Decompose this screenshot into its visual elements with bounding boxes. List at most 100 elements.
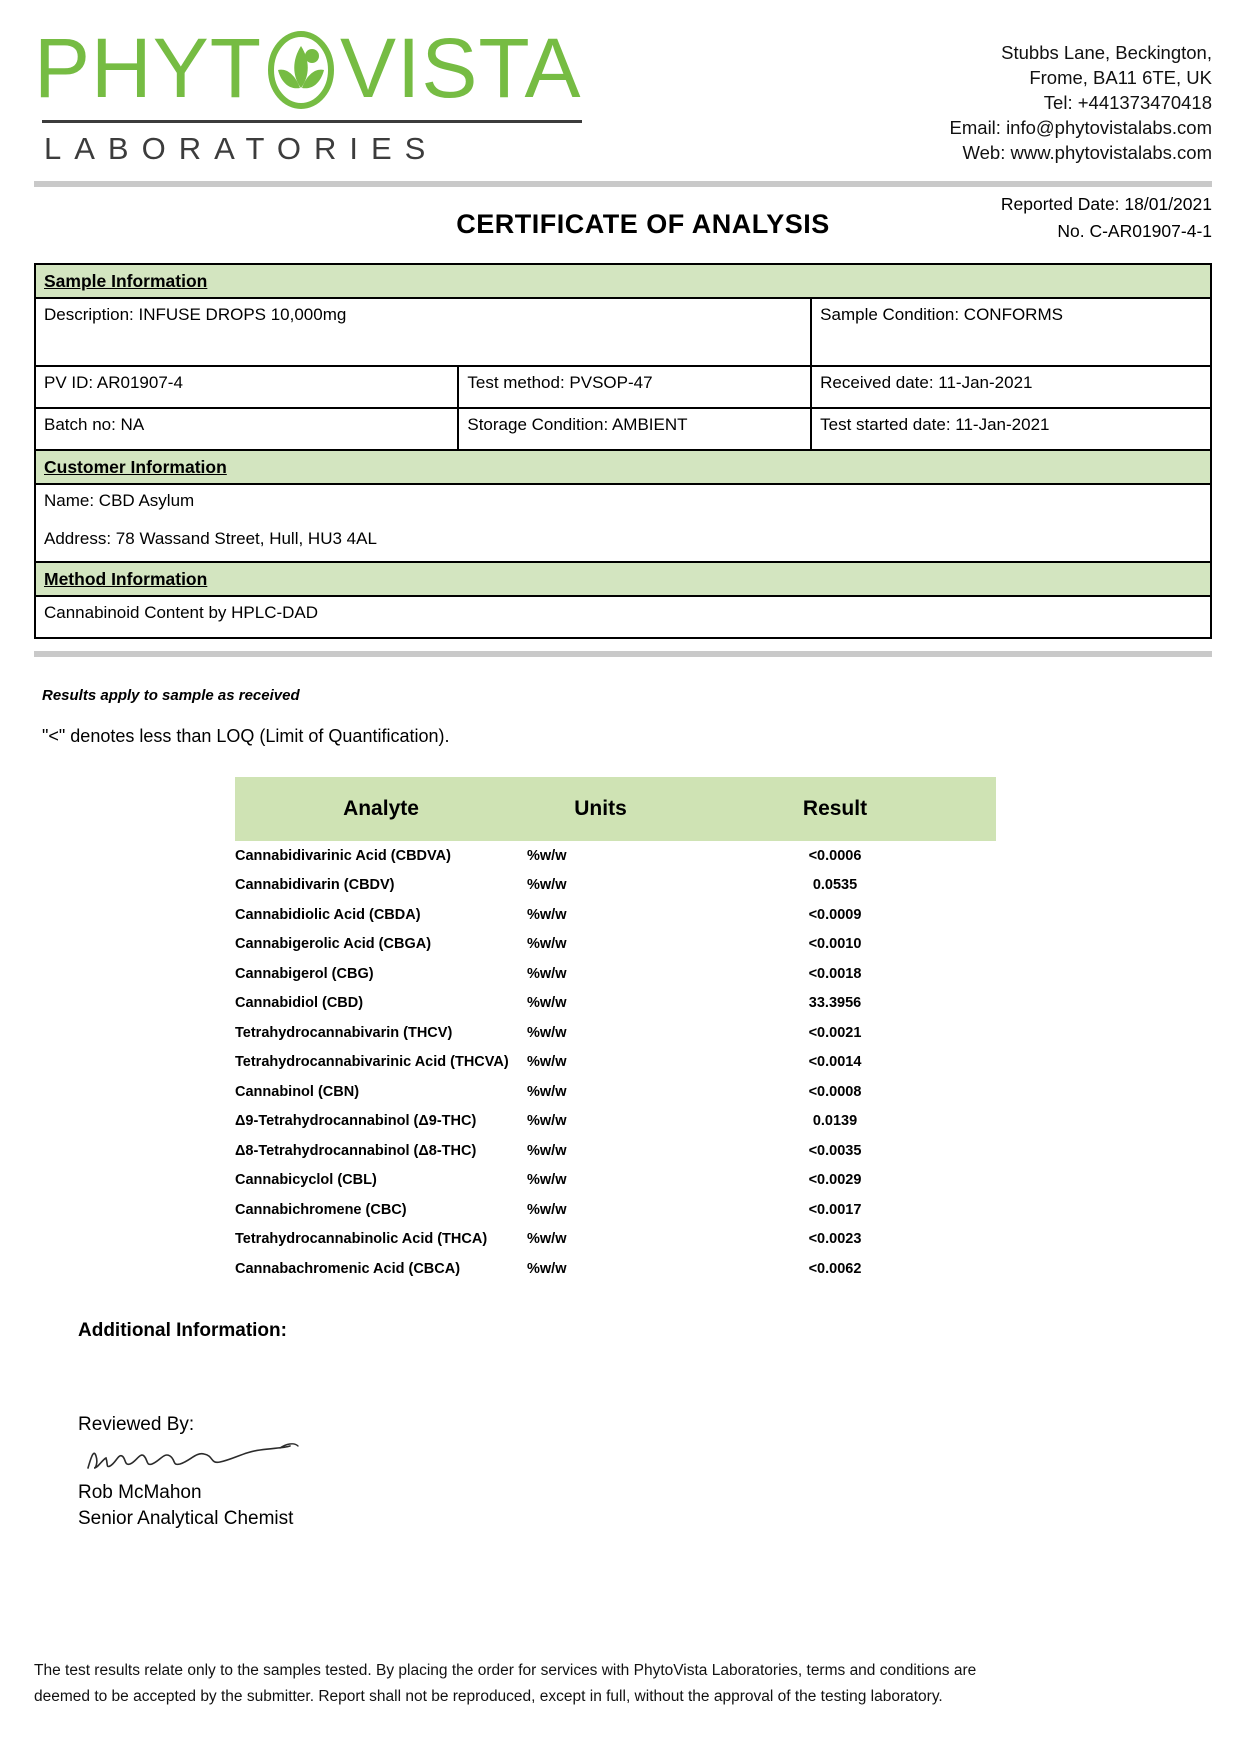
contact-website: Web: www.phytovistalabs.com bbox=[962, 142, 1212, 163]
table-row: Tetrahydrocannabivarin (THCV) %w/w <0.0021 bbox=[235, 1018, 996, 1048]
table-row: Cannabidiol (CBD) %w/w 33.3956 bbox=[235, 989, 996, 1019]
results-table: Analyte Units Result Cannabidivarinic Ac… bbox=[235, 777, 996, 1284]
result-analyte: Tetrahydrocannabinolic Acid (THCA) bbox=[235, 1231, 488, 1248]
result-analyte: Tetrahydrocannabivarinic Acid (THCVA) bbox=[235, 1054, 509, 1071]
column-header-result: Result bbox=[674, 777, 996, 841]
result-analyte: Cannabinol (CBN) bbox=[235, 1083, 360, 1100]
results-header-row: Analyte Units Result bbox=[235, 777, 996, 841]
result-units: %w/w bbox=[527, 1142, 567, 1159]
result-units: %w/w bbox=[527, 1054, 567, 1071]
result-value: <0.0010 bbox=[808, 936, 862, 953]
signatory-name: Rob McMahon bbox=[78, 1481, 202, 1503]
result-value: <0.0006 bbox=[808, 847, 862, 864]
table-row: Cannabidivarinic Acid (CBDVA) %w/w <0.0006 bbox=[235, 841, 996, 871]
customer-address: Address: 78 Wassand Street, Hull, HU3 4A… bbox=[34, 523, 1212, 563]
result-value: <0.0035 bbox=[808, 1142, 862, 1159]
table-row: Tetrahydrocannabivarinic Acid (THCVA) %w/… bbox=[235, 1048, 996, 1078]
table-row: Cannabigerolic Acid (CBGA) %w/w <0.0010 bbox=[235, 930, 996, 960]
customer-information-band: Customer Information bbox=[34, 449, 1212, 485]
customer-information-band-label: Customer Information bbox=[44, 457, 227, 477]
brand-wordmark: PHYT VISTA bbox=[34, 22, 654, 114]
contact-address-line2: Frome, BA11 6TE, UK bbox=[1029, 67, 1212, 88]
table-row: Δ9-Tetrahydrocannabinol (Δ9-THC) %w/w 0.01… bbox=[235, 1107, 996, 1137]
method-description: Cannabinoid Content by HPLC-DAD bbox=[34, 595, 1212, 639]
result-units: %w/w bbox=[527, 1024, 567, 1041]
table-row: Name: CBD Asylum bbox=[34, 483, 1212, 523]
batch-no: Batch no: NA bbox=[33, 407, 460, 451]
signatory-role: Senior Analytical Chemist bbox=[78, 1507, 294, 1529]
results-table-body: Cannabidivarinic Acid (CBDVA) %w/w <0.0006… bbox=[235, 841, 996, 1284]
result-analyte: Cannabidivarin (CBDV) bbox=[235, 877, 395, 894]
brand-name-part1: PHYT bbox=[34, 21, 263, 115]
table-row: PV ID: AR01907-4 Test method: PVSOP-47 R… bbox=[33, 365, 1212, 409]
result-value: 33.3956 bbox=[808, 995, 862, 1012]
table-row: Cannabachromenic Acid (CBCA) %w/w <0.0062 bbox=[235, 1254, 996, 1284]
information-tables: Sample Information Description: INFUSE D… bbox=[33, 263, 1212, 639]
table-row: Tetrahydrocannabinolic Acid (THCA) %w/w <0… bbox=[235, 1225, 996, 1255]
table-row: Cannabinol (CBN) %w/w <0.0008 bbox=[235, 1077, 996, 1107]
table-row: Cannabicyclol (CBL) %w/w <0.0029 bbox=[235, 1166, 996, 1196]
reviewed-by-label: Reviewed By: bbox=[78, 1413, 195, 1435]
results-table-wrapper: Analyte Units Result Cannabidivarinic Ac… bbox=[0, 777, 1240, 1284]
table-row: Sample Information bbox=[34, 263, 1212, 299]
result-analyte: Cannabachromenic Acid (CBCA) bbox=[235, 1260, 461, 1277]
result-value: <0.0017 bbox=[808, 1201, 862, 1218]
result-value: <0.0023 bbox=[808, 1231, 862, 1248]
table-row: Cannabinoid Content by HPLC-DAD bbox=[34, 595, 1212, 639]
leaf-in-circle-icon bbox=[262, 26, 340, 110]
storage-condition: Storage Condition: AMBIENT bbox=[457, 407, 813, 451]
result-value: 0.0139 bbox=[812, 1113, 858, 1130]
table-row: Batch no: NA Storage Condition: AMBIENT … bbox=[33, 407, 1212, 451]
table-row: Method Information bbox=[34, 561, 1212, 597]
sample-information-band: Sample Information bbox=[34, 263, 1212, 299]
handwritten-signature bbox=[84, 1438, 314, 1480]
header-divider bbox=[34, 181, 1212, 187]
footer-line1: The test results relate only to the samp… bbox=[34, 1662, 977, 1679]
result-value: <0.0009 bbox=[808, 906, 862, 923]
column-header-units: Units bbox=[527, 777, 674, 841]
sample-information-band-label: Sample Information bbox=[44, 271, 208, 291]
result-units: %w/w bbox=[527, 1201, 567, 1218]
signature-block: Reviewed By: Rob McMahon Senior Analytic… bbox=[78, 1414, 1240, 1532]
notes-block: Results apply to sample as received "<" … bbox=[42, 687, 1212, 747]
footer-line2: deemed to be accepted by the submitter. … bbox=[34, 1688, 943, 1705]
result-analyte: Δ9-Tetrahydrocannabinol (Δ9-THC) bbox=[235, 1113, 477, 1130]
sample-description: Description: INFUSE DROPS 10,000mg bbox=[33, 297, 813, 367]
section-divider bbox=[34, 651, 1212, 657]
result-units: %w/w bbox=[527, 877, 567, 894]
table-row: Cannabidivarin (CBDV) %w/w 0.0535 bbox=[235, 871, 996, 901]
result-analyte: Cannabigerolic Acid (CBGA) bbox=[235, 936, 432, 953]
received-date: Received date: 11-Jan-2021 bbox=[810, 365, 1212, 409]
table-row: Δ8-Tetrahydrocannabinol (Δ8-THC) %w/w <0.0… bbox=[235, 1136, 996, 1166]
result-units: %w/w bbox=[527, 1231, 567, 1248]
result-units: %w/w bbox=[527, 1172, 567, 1189]
table-row: Address: 78 Wassand Street, Hull, HU3 4A… bbox=[34, 523, 1212, 563]
result-analyte: Cannabidiolic Acid (CBDA) bbox=[235, 906, 421, 923]
result-analyte: Tetrahydrocannabivarin (THCV) bbox=[235, 1024, 453, 1041]
result-value: 0.0535 bbox=[812, 877, 858, 894]
brand-divider bbox=[42, 120, 582, 123]
contact-address-line1: Stubbs Lane, Beckington, bbox=[1001, 42, 1212, 63]
result-value: <0.0062 bbox=[808, 1260, 862, 1277]
test-method: Test method: PVSOP-47 bbox=[457, 365, 813, 409]
result-analyte: Cannabidivarinic Acid (CBDVA) bbox=[235, 847, 451, 864]
test-started-date: Test started date: 11-Jan-2021 bbox=[810, 407, 1212, 451]
report-meta: Reported Date: 18/01/2021 No. C-AR01907-… bbox=[1001, 191, 1212, 245]
result-units: %w/w bbox=[527, 1260, 567, 1277]
result-units: %w/w bbox=[527, 1083, 567, 1100]
results-apply-note: Results apply to sample as received bbox=[42, 687, 300, 704]
customer-name: Name: CBD Asylum bbox=[34, 483, 1212, 523]
result-units: %w/w bbox=[527, 965, 567, 982]
result-analyte: Δ8-Tetrahydrocannabinol (Δ8-THC) bbox=[235, 1142, 477, 1159]
title-row: CERTIFICATE OF ANALYSIS Reported Date: 1… bbox=[34, 187, 1212, 257]
result-units: %w/w bbox=[527, 1113, 567, 1130]
table-row: Cannabidiolic Acid (CBDA) %w/w <0.0009 bbox=[235, 900, 996, 930]
result-units: %w/w bbox=[527, 906, 567, 923]
result-analyte: Cannabicyclol (CBL) bbox=[235, 1172, 377, 1189]
pv-id: PV ID: AR01907-4 bbox=[33, 365, 460, 409]
additional-information-label: Additional Information: bbox=[78, 1319, 287, 1341]
loq-note: "<" denotes less than LOQ (Limit of Quan… bbox=[42, 726, 450, 746]
page-footer: The test results relate only to the samp… bbox=[34, 1658, 1212, 1710]
table-row: Cannabigerol (CBG) %w/w <0.0018 bbox=[235, 959, 996, 989]
